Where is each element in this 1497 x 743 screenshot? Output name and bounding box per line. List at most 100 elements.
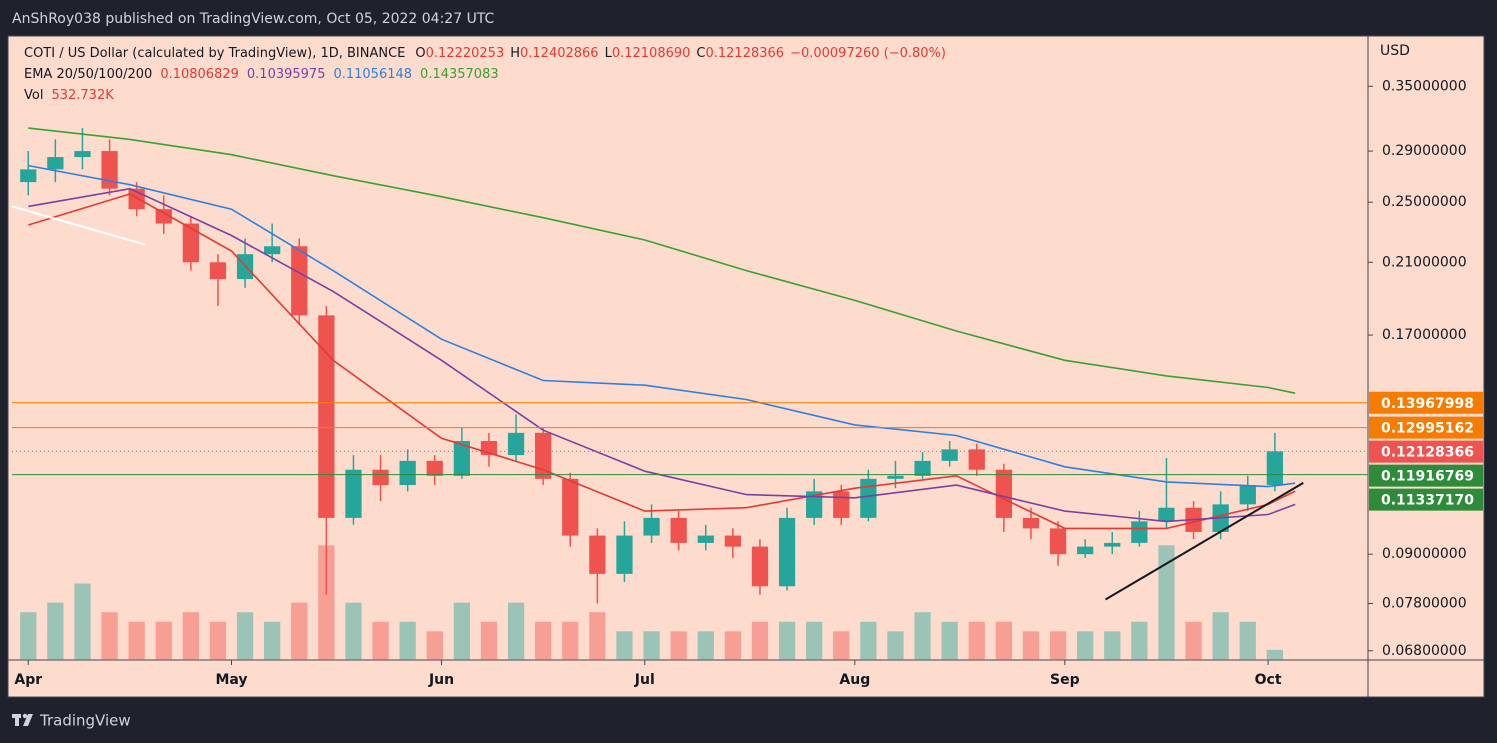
- y-tick-label: 0.06800000: [1382, 643, 1467, 659]
- candle-body: [507, 432, 525, 456]
- candle-body: [670, 517, 687, 543]
- price-tag: [1369, 391, 1483, 414]
- volume-bar: [887, 631, 904, 660]
- legend-title: EMA 20/50/100/200: [24, 67, 152, 82]
- volume-bar: [833, 631, 850, 660]
- candle-body: [264, 246, 281, 255]
- candle-body: [209, 262, 227, 280]
- volume-bar: [1266, 649, 1283, 660]
- volume-bar: [778, 621, 796, 660]
- candle-body: [616, 535, 633, 574]
- volume-bar: [399, 621, 416, 660]
- chart-frame: [7, 35, 1485, 698]
- volume-bar: [453, 602, 470, 660]
- volume-bar: [426, 631, 443, 660]
- candle-body: [47, 157, 64, 170]
- volume-bar: [1131, 621, 1148, 660]
- y-tick-label: 0.17000000: [1382, 327, 1467, 343]
- candle-body: [562, 478, 579, 536]
- publisher: AnShRoy038 published on TradingView.com,…: [12, 11, 495, 27]
- legend-key: O: [415, 46, 425, 61]
- trendline: [1104, 482, 1304, 601]
- candle-body: [1049, 528, 1067, 555]
- candle-body: [453, 441, 470, 476]
- price-tag: [1369, 440, 1483, 463]
- candle-body: [1104, 542, 1121, 547]
- volume-bar: [20, 612, 37, 660]
- y-tick-label: 0.21000000: [1382, 254, 1467, 270]
- legend-row: Vol 532.732K: [24, 88, 114, 103]
- volume-bar: [860, 621, 877, 660]
- candle-body: [833, 491, 850, 518]
- volume-bar: [670, 631, 687, 660]
- legend-value: 532.732K: [51, 88, 114, 103]
- candle-body: [778, 517, 796, 587]
- price-tag-label: 0.13967998: [1381, 396, 1474, 412]
- volume-bar: [751, 621, 769, 660]
- volume-bar: [643, 631, 660, 660]
- candle-body: [182, 223, 199, 263]
- volume-bar: [101, 612, 118, 660]
- volume-bar: [345, 602, 362, 660]
- candle-body: [101, 151, 118, 189]
- candle-body: [291, 246, 308, 316]
- legend-value: 0.12108690: [612, 46, 691, 61]
- candle-body: [806, 491, 823, 518]
- candle-body: [914, 460, 931, 476]
- volume-bar: [155, 621, 172, 660]
- legend-row: COTI / US Dollar (calculated by TradingV…: [24, 46, 946, 61]
- candle-body: [399, 460, 416, 486]
- candle-body: [1131, 521, 1148, 543]
- candle-body: [345, 469, 362, 518]
- price-tag-label: 0.12128366: [1381, 445, 1474, 461]
- volume-bar: [74, 583, 91, 660]
- ema-line: [28, 127, 1296, 394]
- candle-body: [941, 449, 958, 461]
- y-tick-label: 0.09000000: [1382, 546, 1467, 562]
- candle-body: [860, 478, 877, 518]
- candle-body: [535, 432, 552, 479]
- volume-bar: [47, 602, 64, 660]
- volume-bar: [806, 621, 823, 660]
- candle-body: [751, 546, 769, 587]
- legend-value: 0.11056148: [333, 67, 412, 82]
- volume-bar: [480, 621, 498, 660]
- candle-body: [995, 469, 1012, 518]
- volume-bar: [264, 621, 281, 660]
- legend-value: 0.12128366: [705, 46, 784, 61]
- candle-body: [372, 469, 389, 486]
- candle-body: [887, 475, 904, 479]
- legend-value: 0.14357083: [420, 67, 499, 82]
- legend-value: 0.10395975: [247, 67, 326, 82]
- x-tick-label: Oct: [1255, 672, 1282, 688]
- candle-body: [589, 535, 606, 574]
- volume-bar: [1022, 631, 1040, 660]
- volume-bar: [236, 612, 254, 660]
- legend-key: L: [605, 46, 613, 61]
- volume-bar: [616, 631, 633, 660]
- x-tick-label: Apr: [14, 672, 42, 688]
- volume-bar: [589, 612, 606, 660]
- candle-body: [968, 449, 985, 470]
- volume-bar: [318, 545, 335, 660]
- y-tick-label: 0.29000000: [1382, 143, 1467, 159]
- x-tick-label: May: [215, 672, 247, 688]
- volume-bar: [724, 631, 741, 660]
- x-tick-label: Jul: [634, 672, 655, 688]
- candle-body: [74, 151, 91, 158]
- volume-bar: [1077, 631, 1094, 660]
- legend-value: 0.12220253: [426, 46, 505, 61]
- candle-body: [697, 535, 714, 543]
- candle-body: [724, 535, 741, 547]
- y-tick-label: 0.07800000: [1382, 595, 1467, 611]
- price-tag-label: 0.11916769: [1381, 469, 1474, 485]
- legend-value: 0.12402866: [520, 46, 599, 61]
- x-tick-label: Aug: [839, 672, 870, 688]
- ema-line: [28, 193, 1296, 530]
- candle-body: [643, 517, 660, 536]
- price-tag-label: 0.11337170: [1381, 493, 1474, 509]
- legend-key: H: [510, 46, 520, 61]
- y-tick-label: 0.25000000: [1382, 194, 1467, 210]
- volume-bar: [941, 621, 958, 660]
